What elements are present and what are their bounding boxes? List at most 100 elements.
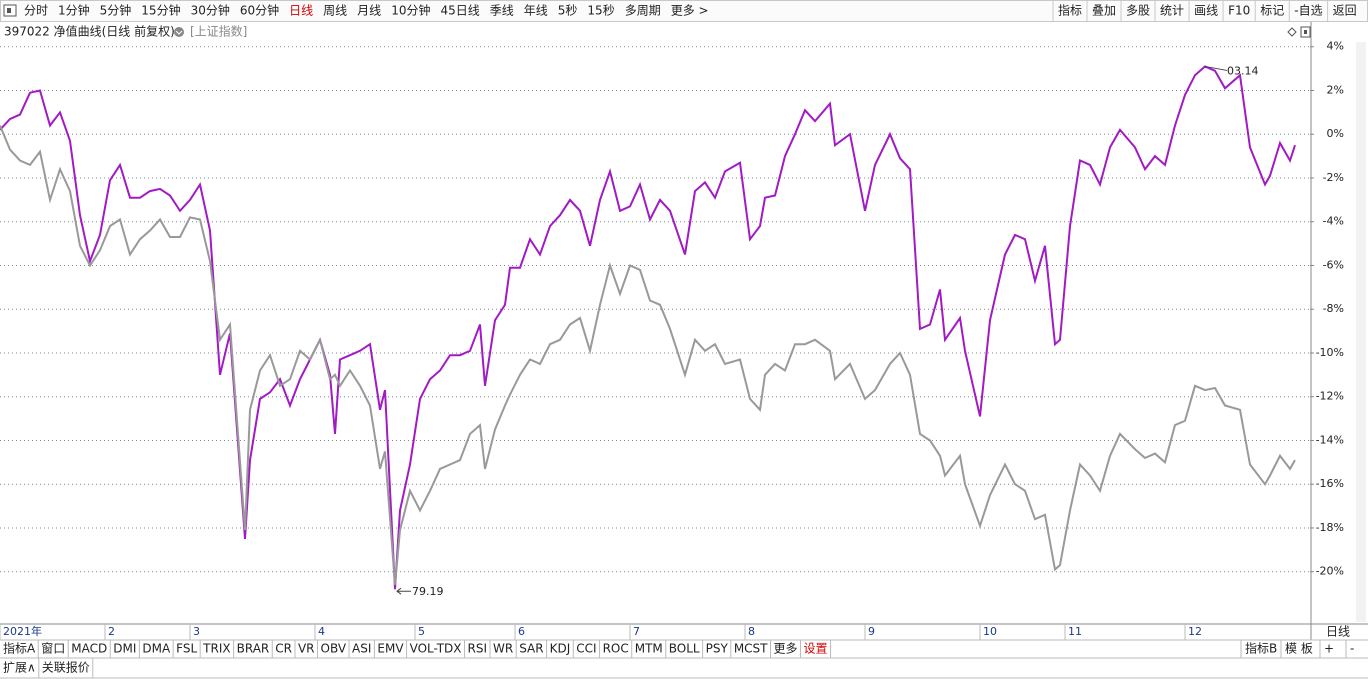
indicator-tab[interactable]: MACD <box>71 642 107 656</box>
x-tick-label: 9 <box>868 625 875 638</box>
period-button[interactable]: 年线 <box>524 4 548 18</box>
y-tick-label: -18% <box>1316 521 1344 534</box>
period-button[interactable]: 45日线 <box>440 4 479 18</box>
indicator-tab-right[interactable]: + <box>1324 642 1334 656</box>
indicator-tab[interactable]: MCST <box>734 642 768 656</box>
period-label: 日线 <box>1326 625 1350 639</box>
compare-index[interactable]: [上证指数] <box>190 24 247 39</box>
tool-button[interactable]: 统计 <box>1160 4 1184 18</box>
min-annotation: 79.19 <box>412 585 444 598</box>
tool-button[interactable]: 指标 <box>1058 3 1082 18</box>
x-tick-label: 5 <box>418 625 425 638</box>
y-tick-label: 2% <box>1327 83 1344 96</box>
scroll-strip[interactable] <box>1356 42 1366 622</box>
period-button[interactable]: 月线 <box>357 4 381 18</box>
period-button[interactable]: 30分钟 <box>191 3 230 18</box>
series-line <box>0 125 1296 585</box>
period-button[interactable]: 更多 > <box>671 4 709 18</box>
header-dropdown[interactable] <box>174 27 184 37</box>
period-button[interactable]: 分时 <box>24 4 48 18</box>
indicator-tab[interactable]: EMV <box>377 642 404 656</box>
tool-button[interactable]: -自选 <box>1294 4 1322 18</box>
min-pointer <box>396 587 411 595</box>
indicator-tab[interactable]: DMA <box>142 642 171 656</box>
indicator-tab[interactable]: CCI <box>576 642 596 656</box>
period-button[interactable]: 10分钟 <box>391 3 430 18</box>
indicator-tab[interactable]: TRIX <box>202 642 230 656</box>
indicator-tab[interactable]: OBV <box>321 642 347 656</box>
period-button[interactable]: 多周期 <box>625 4 661 18</box>
indicator-tab[interactable]: SAR <box>519 642 543 656</box>
toolbar-icon-inner <box>7 8 11 13</box>
period-button[interactable]: 周线 <box>323 4 347 18</box>
max-annotation: 03.14 <box>1227 64 1259 77</box>
indicator-tab[interactable]: CR <box>275 642 292 656</box>
indicator-tab[interactable]: MTM <box>635 642 663 656</box>
period-button[interactable]: 60分钟 <box>240 3 279 18</box>
period-button[interactable]: 季线 <box>490 4 514 18</box>
y-tick-label: 0% <box>1327 127 1344 140</box>
indicator-tab-right[interactable]: - <box>1350 642 1354 656</box>
y-tick-label: -6% <box>1323 258 1344 271</box>
max-pointer <box>1204 65 1228 71</box>
tool-button[interactable]: 叠加 <box>1092 4 1116 18</box>
x-tick-label: 2 <box>108 625 115 638</box>
indicator-tab-right[interactable]: 指标B <box>1245 641 1277 656</box>
y-tick-label: -10% <box>1316 346 1344 359</box>
indicator-tab[interactable]: VOL-TDX <box>410 642 462 656</box>
panel-icon[interactable] <box>1300 26 1311 38</box>
indicator-tab[interactable]: 窗口 <box>41 642 65 656</box>
indicator-tab-right[interactable]: 模 板 <box>1285 642 1313 656</box>
period-button[interactable]: 日线 <box>289 4 313 18</box>
y-tick-label: 4% <box>1327 40 1344 53</box>
series-line <box>0 65 1296 590</box>
y-tick-label: -12% <box>1316 390 1344 403</box>
indicator-tab[interactable]: 更多 <box>774 642 798 656</box>
tool-button[interactable]: F10 <box>1228 4 1250 18</box>
y-tick-label: -4% <box>1323 215 1344 228</box>
x-tick-label: 7 <box>633 625 640 638</box>
tool-button[interactable]: 标记 <box>1260 4 1284 18</box>
indicator-tab[interactable]: DMI <box>113 642 136 656</box>
tool-button[interactable]: 返回 <box>1333 4 1357 18</box>
footer-tab[interactable]: 扩展∧ <box>3 661 36 675</box>
indicator-tab[interactable]: ASI <box>352 642 371 656</box>
indicator-tab[interactable]: RSI <box>468 642 488 656</box>
period-button[interactable]: 15分钟 <box>141 3 180 18</box>
period-button[interactable]: 5分钟 <box>100 3 132 18</box>
x-tick-label: 8 <box>748 625 755 638</box>
tool-button[interactable]: 多股 <box>1126 4 1150 18</box>
y-tick-label: -2% <box>1323 171 1344 184</box>
y-tick-label: -16% <box>1316 477 1344 490</box>
indicator-tab[interactable]: KDJ <box>550 642 571 656</box>
indicator-tab[interactable]: BRAR <box>237 642 270 656</box>
indicator-tab[interactable]: PSY <box>706 642 729 656</box>
indicator-tab[interactable]: VR <box>298 642 315 656</box>
x-tick-label: 12 <box>1188 625 1202 638</box>
period-button[interactable]: 1分钟 <box>58 3 90 18</box>
x-tick-label: 6 <box>518 625 525 638</box>
period-button[interactable]: 15秒 <box>587 4 614 18</box>
panel-icon-inner <box>1304 30 1307 34</box>
header-dropdown-arrow <box>175 30 183 35</box>
indicator-tab[interactable]: 指标A <box>3 641 36 656</box>
x-tick-label: 3 <box>193 625 200 638</box>
x-tick-label: 10 <box>983 625 997 638</box>
indicator-tab[interactable]: ROC <box>603 642 629 656</box>
y-tick-label: -8% <box>1323 302 1344 315</box>
period-button[interactable]: 5秒 <box>558 4 578 18</box>
indicator-tab[interactable]: FSL <box>176 642 197 656</box>
y-tick-label: -20% <box>1316 565 1344 578</box>
footer-tab[interactable]: 关联报价 <box>42 660 90 675</box>
chart-header-title: 397022 净值曲线(日线 前复权) <box>4 24 175 39</box>
x-tick-label: 2021年 <box>3 624 42 638</box>
x-tick-label: 11 <box>1068 625 1082 638</box>
tool-button[interactable]: 画线 <box>1194 4 1218 18</box>
diamond-icon[interactable] <box>1287 27 1297 37</box>
indicator-tab[interactable]: WR <box>493 642 513 656</box>
indicator-tab[interactable]: BOLL <box>669 642 700 656</box>
indicator-tab[interactable]: 设置 <box>804 642 828 656</box>
x-tick-label: 4 <box>318 625 325 638</box>
